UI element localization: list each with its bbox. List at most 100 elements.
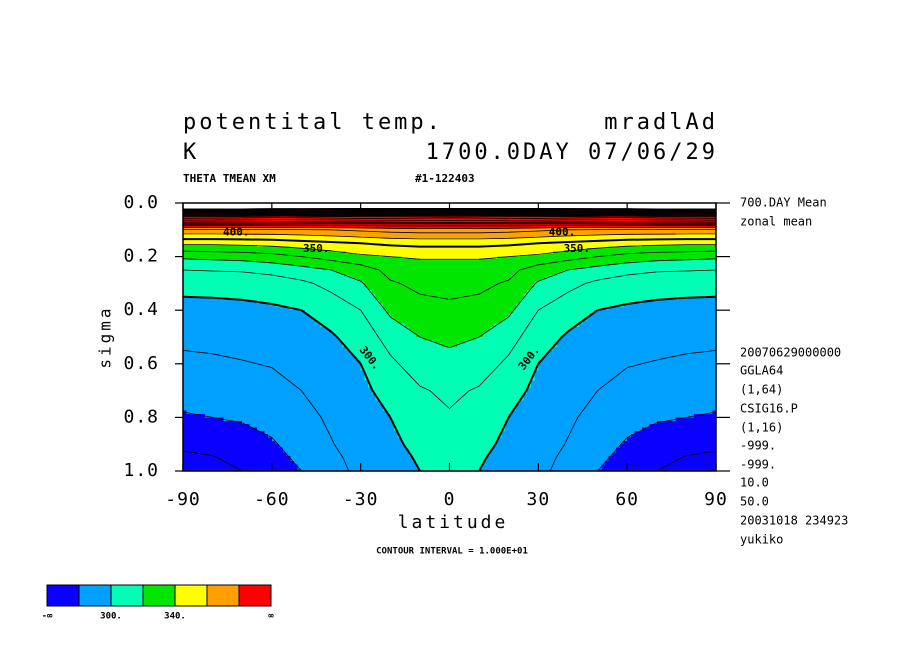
- contour-cell: [397, 434, 421, 439]
- contour-cell: [567, 343, 599, 348]
- x-tick-label: 60: [615, 489, 639, 510]
- contour-cell: [597, 231, 628, 234]
- contour-cell: [331, 460, 362, 464]
- contour-cell: [360, 268, 391, 271]
- contour-cell: [419, 424, 451, 429]
- contour-cell: [686, 259, 717, 263]
- contour-cell: [686, 268, 717, 271]
- contour-cell: [390, 239, 421, 243]
- contour-cell: [271, 330, 303, 335]
- contour-cell: [301, 251, 332, 254]
- contour-cell: [656, 445, 687, 449]
- contour-cell: [567, 357, 599, 362]
- contour-cell: [656, 449, 687, 452]
- contour-cell: [508, 393, 525, 398]
- contour-cell: [479, 343, 510, 348]
- contour-cell: [301, 400, 332, 405]
- contour-cell: [242, 219, 273, 223]
- contour-cell: [508, 427, 539, 432]
- contour-cell: [686, 316, 717, 321]
- contour-cell: [360, 417, 391, 422]
- contour-cell: [627, 239, 658, 243]
- contour-cell: [360, 320, 391, 325]
- contour-cell: [242, 234, 273, 238]
- contour-cell: [449, 427, 480, 432]
- contour-cell: [212, 434, 243, 439]
- contour-cell: [641, 244, 658, 248]
- contour-cell: [393, 424, 421, 429]
- contour-cell: [508, 390, 528, 395]
- contour-cell: [575, 268, 599, 271]
- contour-cell: [419, 357, 451, 362]
- contour-cell: [242, 465, 273, 469]
- contour-cell: [212, 268, 243, 271]
- contour-cell: [242, 414, 273, 418]
- contour-cell: [331, 424, 362, 429]
- contour-cell: [390, 430, 399, 435]
- contour-line: [182, 350, 717, 472]
- contour-cell: [301, 370, 332, 375]
- info-text: GGLA64: [740, 364, 783, 378]
- contour-cell: [686, 357, 717, 362]
- contour-cell: [390, 246, 421, 249]
- contour-cell: [508, 270, 539, 273]
- contour-cell: [301, 286, 332, 291]
- contour-cell: [242, 264, 273, 268]
- contour-cell: [656, 457, 687, 460]
- contour-cell: [183, 330, 214, 335]
- contour-cell: [382, 407, 391, 412]
- contour-cell: [271, 410, 303, 415]
- contour-cell: [449, 261, 480, 264]
- contour-cell: [449, 370, 480, 375]
- contour-cell: [212, 340, 243, 345]
- contour-cell: [386, 310, 391, 315]
- contour-cell: [627, 377, 658, 382]
- contour-cell: [449, 239, 480, 243]
- contour-cell: [597, 380, 628, 385]
- contour-cell: [331, 400, 362, 405]
- contour-cell: [567, 216, 599, 219]
- contour-cell: [538, 449, 569, 452]
- contour-cell: [586, 316, 599, 321]
- contour-cell: [360, 447, 391, 450]
- contour-cell: [505, 316, 510, 321]
- contour-line: [182, 213, 717, 217]
- contour-cell: [242, 424, 251, 429]
- contour-cell: [390, 276, 421, 279]
- contour-cell: [597, 290, 628, 295]
- contour-cell: [567, 244, 599, 248]
- contour-cell: [331, 343, 343, 348]
- contour-cell: [508, 370, 536, 375]
- contour-cell: [534, 373, 539, 378]
- contour-cell: [479, 316, 506, 321]
- contour-cell: [360, 218, 391, 221]
- contour-cell: [183, 313, 214, 318]
- contour-cell: [242, 259, 273, 263]
- colorbar-box: [142, 584, 176, 607]
- contour-cell: [242, 407, 273, 412]
- contour-cell: [183, 393, 214, 398]
- contour-cell: [449, 246, 480, 249]
- contour-cell: [508, 407, 517, 412]
- contour-cell: [479, 326, 491, 331]
- contour-cell: [301, 300, 332, 305]
- contour-cell: [345, 347, 362, 351]
- contour-cell: [597, 258, 628, 261]
- contour-cell: [301, 228, 332, 231]
- contour-cell: [538, 330, 569, 335]
- contour-cell: [656, 347, 687, 351]
- y-tick-label: 0.2: [123, 246, 159, 267]
- contour-cell: [508, 440, 539, 445]
- contour-cell: [656, 248, 687, 251]
- contour-cell: [508, 266, 539, 269]
- contour-cell: [419, 256, 451, 259]
- contour-cell: [360, 323, 391, 328]
- contour-cell: [656, 377, 687, 382]
- contour-cell: [271, 258, 303, 261]
- contour-cell: [401, 437, 421, 442]
- contour-cell: [479, 259, 510, 263]
- contour-cell: [183, 417, 214, 422]
- contour-cell: [627, 323, 658, 328]
- contour-cell: [419, 313, 451, 318]
- contour-cell: [419, 414, 451, 418]
